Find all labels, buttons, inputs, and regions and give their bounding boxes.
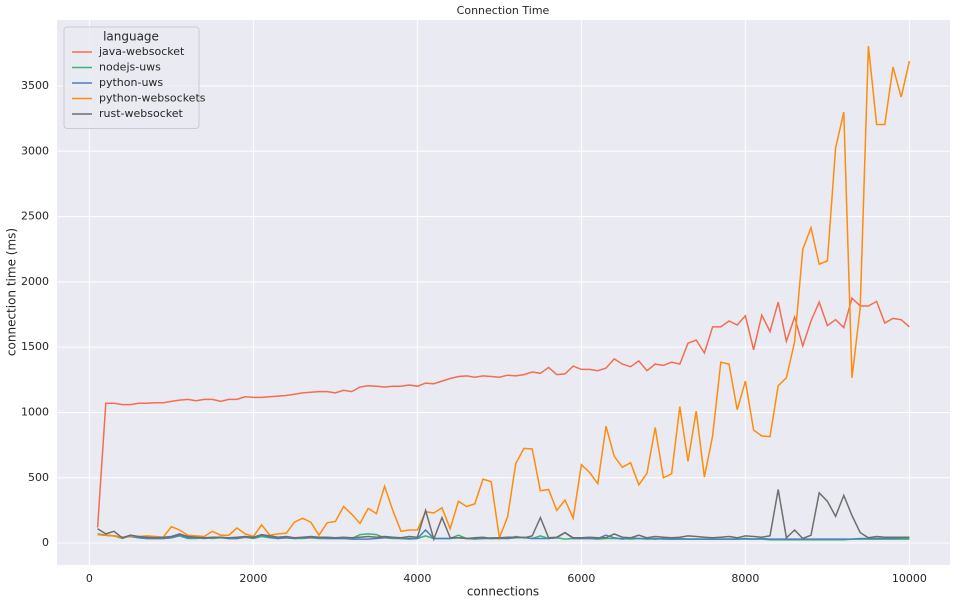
y-tick-label: 3500 [21, 79, 49, 92]
plot-area [57, 20, 950, 565]
y-tick-label: 0 [42, 536, 49, 549]
legend-label: python-uws [99, 76, 163, 89]
x-tick-label: 0 [86, 572, 93, 585]
legend-label: java-websocket [98, 45, 185, 58]
y-tick-label: 2000 [21, 275, 49, 288]
x-tick-label: 4000 [403, 572, 431, 585]
y-tick-label: 1500 [21, 340, 49, 353]
x-axis-label: connections [467, 585, 539, 599]
x-tick-label: 2000 [239, 572, 267, 585]
legend-box [63, 26, 200, 129]
x-tick-label: 6000 [567, 572, 595, 585]
line-series [97, 528, 910, 540]
line-series [97, 46, 911, 541]
y-tick-label: 3000 [21, 144, 49, 157]
y-axis-label: connection time (ms) [5, 228, 19, 356]
chart-title: Connection Time [457, 4, 550, 17]
x-tick-label: 8000 [731, 572, 759, 585]
y-tick-label: 2500 [21, 210, 49, 223]
line-series [96, 296, 910, 528]
y-tick-label: 1000 [21, 405, 49, 418]
legend-title: language [103, 30, 159, 44]
legend-label: nodejs-uws [99, 61, 161, 74]
x-tick-label: 10000 [892, 572, 927, 585]
line-series [97, 489, 910, 542]
y-tick-label: 500 [28, 471, 49, 484]
legend-label: rust-websocket [99, 107, 184, 120]
legend-label: python-websockets [99, 92, 206, 105]
